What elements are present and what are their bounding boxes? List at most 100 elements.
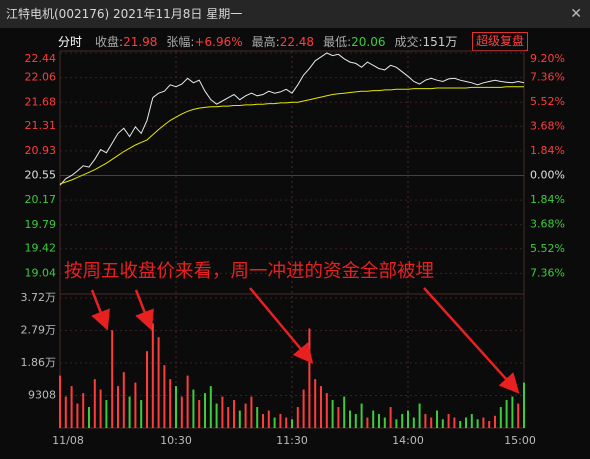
volume-bar (499, 407, 502, 428)
y-tick-label: 20.17 (25, 193, 57, 206)
y-tick-label: 19.42 (25, 242, 57, 255)
y-tick-label: 19.79 (25, 218, 57, 231)
volume-bar (378, 414, 380, 428)
x-tick-label: 10:30 (160, 434, 192, 447)
volume-bar (209, 386, 212, 428)
volume-bar (122, 372, 125, 428)
y-tick-label: 3.72万 (21, 291, 57, 304)
y2-tick-label: 0.00% (530, 169, 565, 182)
arrow (423, 287, 520, 394)
y2-tick-label: 5.52% (530, 95, 565, 108)
stat-value: 21.98 (123, 35, 158, 49)
y2-tick-label: 1.84% (530, 144, 565, 157)
volume-bar (279, 414, 282, 428)
volume-bar (59, 375, 61, 428)
volume-bar (366, 417, 369, 428)
volume-bar (250, 396, 253, 428)
volume-bar (169, 379, 172, 428)
y2-tick-label: 3.68% (530, 120, 565, 133)
volume-bar (320, 386, 322, 428)
price-line (59, 52, 525, 186)
volume-bar (70, 386, 73, 428)
volume-bar (424, 414, 427, 428)
volume-bar (465, 417, 467, 428)
stat-label: 最低: (323, 35, 352, 49)
volume-bar (360, 403, 363, 428)
volume-bar (372, 410, 375, 428)
y-tick-label: 21.68 (25, 95, 57, 108)
volume-bar (441, 419, 444, 428)
volume-bar (325, 393, 328, 428)
volume-bar (134, 382, 137, 428)
annotation: 按周五收盘价来看，周一冲进的资金全部被埋 (64, 261, 434, 282)
volume-bar (523, 382, 525, 428)
volume-bar (267, 410, 270, 428)
volume-bar (273, 417, 276, 428)
volume-bar (407, 410, 409, 428)
volume-bar (140, 400, 143, 428)
y-tick-label: 1.86万 (21, 356, 57, 369)
arrow (134, 289, 154, 331)
volume-bar (175, 386, 177, 428)
stat: 最高:22.48 (252, 33, 314, 51)
volume-bar (343, 396, 346, 428)
stat-value: 22.48 (279, 35, 315, 49)
volume-bar (418, 403, 421, 428)
x-tick-label: 15:00 (504, 434, 536, 447)
volume-bar (291, 419, 293, 428)
volume-bar (192, 389, 195, 428)
volume-bar (93, 379, 96, 428)
volume-bar (76, 403, 79, 428)
volume-bar (476, 419, 479, 428)
stat-label: 成交: (394, 35, 423, 49)
volume-bar (146, 351, 148, 428)
y-tick-label: 22.44 (25, 52, 57, 65)
stat-value: 151万 (422, 35, 458, 49)
volume-bar (233, 400, 235, 428)
stat-value: 20.06 (351, 35, 386, 49)
y-tick-label: 19.04 (25, 266, 57, 279)
volume-bar (296, 407, 299, 428)
volume-bar (198, 400, 201, 428)
volume-bar (389, 407, 392, 428)
volume-bar (447, 414, 450, 428)
stat: 成交:151万 (394, 33, 457, 51)
volume-bar (308, 328, 311, 428)
volume-bar (244, 403, 247, 428)
y2-tick-label: 7.36% (530, 71, 565, 84)
stat-label: 张幅: (166, 35, 195, 49)
volume-bar (395, 419, 398, 428)
y-tick-label: 2.79万 (21, 324, 57, 337)
y2-tick-label: 5.52% (530, 242, 565, 255)
volume-bar (204, 393, 206, 428)
volume-bar (128, 396, 131, 428)
volume-bar (105, 400, 108, 428)
volume-bar (221, 396, 224, 428)
stat: 张幅:+6.96% (166, 33, 242, 51)
volume-bar (511, 396, 514, 428)
tab[interactable]: 分时 (58, 35, 83, 49)
volume-bar (117, 386, 119, 428)
volume-bar (262, 414, 264, 428)
volume-bar (505, 400, 508, 428)
stat-label: 最高: (251, 35, 280, 49)
volume-bar (227, 407, 230, 428)
volume-bar (157, 337, 160, 428)
volume-bar (401, 414, 404, 428)
x-tick-label: 11/08 (52, 434, 84, 447)
volume-bar (470, 414, 473, 428)
x-tick-label: 11:30 (276, 434, 308, 447)
volume-bar (331, 400, 334, 428)
volume-bar (256, 407, 259, 428)
volume-bar (488, 421, 491, 428)
volume-bar (215, 403, 218, 428)
volume-bar (238, 410, 241, 428)
volume-bar (453, 417, 456, 428)
y2-tick-label: 7.36% (530, 267, 565, 280)
volume-bar (302, 389, 305, 428)
volume-bar (186, 375, 189, 428)
y2-tick-label: 9.20% (530, 52, 565, 65)
close-button[interactable]: ✕ (570, 6, 582, 22)
